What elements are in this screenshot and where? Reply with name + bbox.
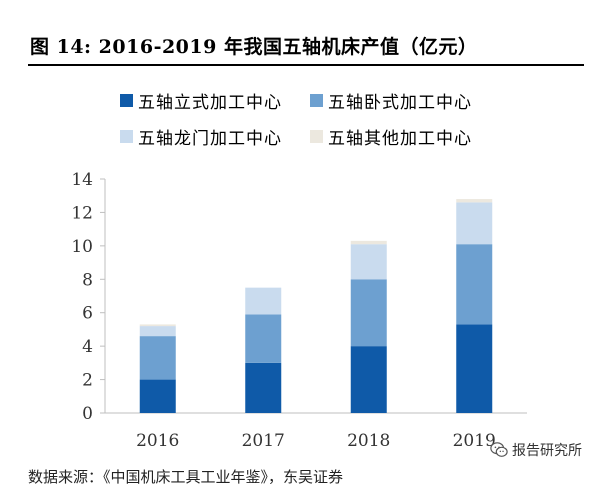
y-tick-label: 0 [82,404,93,424]
bar-segment-2016-series-3 [139,324,176,327]
y-tick-label: 2 [82,371,93,391]
y-tick-label: 4 [82,337,93,357]
y-tick-label: 12 [71,203,93,223]
legend-swatch-gantry [120,130,133,143]
bar-segment-2018-series-3 [350,240,387,245]
bar-segment-2016-series-0 [139,379,176,413]
x-tick-label-2017: 2017 [242,431,285,451]
bar-segment-2016-series-1 [139,336,176,380]
bar-segment-2019-series-1 [456,244,493,325]
bar-segment-2017-series-0 [245,362,282,413]
figure-title: 图 14: 2016-2019 年我国五轴机床产值（亿元） [30,36,478,58]
bar-segment-2017-series-2 [245,287,282,315]
bar-segment-2018-series-2 [350,244,387,280]
legend-label-horizontal: 五轴卧式加工中心 [328,93,472,113]
legend-swatch-horizontal [310,94,323,107]
legend-swatch-vertical [120,94,133,107]
source-note: 数据来源：《中国机床工具工业年鉴》，东吴证券 [28,468,344,486]
legend-item-vertical: 五轴立式加工中心 [120,88,282,113]
legend-item-other: 五轴其他加工中心 [310,124,472,149]
legend-item-horizontal: 五轴卧式加工中心 [310,88,472,113]
legend-label-other: 五轴其他加工中心 [328,129,472,149]
legend-item-gantry: 五轴龙门加工中心 [120,124,282,149]
y-tick-label: 10 [71,237,93,257]
legend-label-gantry: 五轴龙门加工中心 [138,129,282,149]
legend-label-vertical: 五轴立式加工中心 [138,93,282,113]
wechat-icon [490,442,508,457]
bar-segment-2018-series-1 [350,279,387,347]
figure-title-bar: 图 14: 2016-2019 年我国五轴机床产值（亿元） [28,26,584,66]
x-tick-label-2016: 2016 [136,431,179,451]
y-tick-label: 6 [82,304,93,324]
legend-swatch-other [310,130,323,143]
y-tick-label: 14 [71,170,93,190]
bar-segment-2019-series-0 [456,324,493,413]
bar-segment-2017-series-1 [245,314,282,363]
bar-segment-2018-series-0 [350,346,387,413]
watermark: 报告研究所 [490,440,582,460]
x-tick-label-2019: 2019 [453,431,496,451]
bar-segment-2019-series-3 [456,199,493,203]
bar-segment-2016-series-2 [139,326,176,337]
x-tick-label-2018: 2018 [347,431,390,451]
y-tick-label: 8 [82,270,93,290]
watermark-text: 报告研究所 [512,443,582,459]
bar-segment-2019-series-2 [456,202,493,245]
